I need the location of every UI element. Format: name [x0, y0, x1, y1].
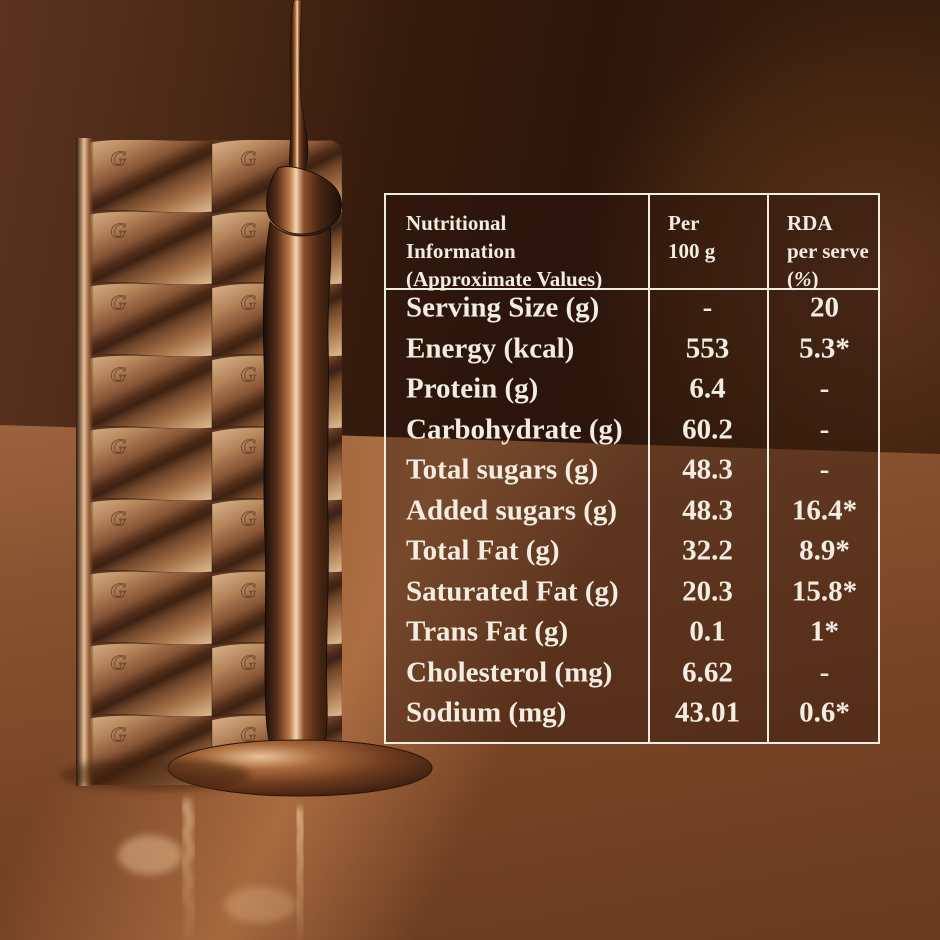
svg-text:G: G: [241, 506, 257, 530]
svg-text:G: G: [111, 362, 127, 386]
svg-text:G: G: [241, 578, 257, 602]
svg-text:G: G: [111, 434, 127, 458]
svg-text:G: G: [241, 218, 257, 242]
svg-text:G: G: [241, 146, 257, 170]
svg-text:G: G: [111, 650, 127, 674]
svg-text:G: G: [241, 362, 257, 386]
svg-text:G: G: [241, 650, 257, 674]
svg-text:G: G: [241, 290, 257, 314]
svg-text:G: G: [241, 434, 257, 458]
svg-text:G: G: [111, 290, 127, 314]
svg-text:G: G: [111, 146, 127, 170]
svg-text:G: G: [111, 218, 127, 242]
svg-text:G: G: [111, 722, 127, 746]
svg-text:G: G: [111, 578, 127, 602]
svg-text:G: G: [111, 506, 127, 530]
